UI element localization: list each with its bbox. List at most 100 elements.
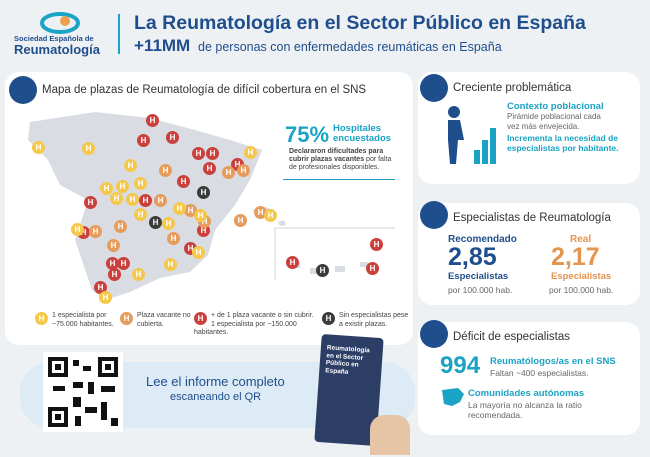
stat-label: Hospitales encuestados [333, 123, 392, 144]
hospital-marker: H [117, 257, 130, 270]
real-unit: Especialistas [551, 271, 612, 282]
hospital-marker: H [82, 142, 95, 155]
logo-text: Reumatología [14, 42, 100, 57]
subtitle: de personas con enfermedades reumáticas … [198, 40, 502, 54]
real-label: Real [570, 234, 592, 245]
recommended-unit: Especialistas [448, 271, 509, 282]
hospital-marker: H [166, 131, 179, 144]
hospital-marker: H [89, 225, 102, 238]
hospital-marker: H [197, 186, 210, 199]
hospital-marker: H [137, 134, 150, 147]
hospital-marker: H [114, 220, 127, 233]
hospital-marker: H [132, 268, 145, 281]
hospital-marker: H [203, 162, 216, 175]
hospital-marker: H [370, 238, 383, 251]
legend-text: Sin especialistas pese a existir plazas. [339, 312, 409, 328]
hospital-marker: H [149, 216, 162, 229]
hospital-marker: H [192, 147, 205, 160]
icon [9, 76, 37, 104]
hospital-marker: H [108, 268, 121, 281]
legend-text: 1 especialista por ~75.000 habitantes. [52, 312, 114, 328]
stat-box: 75% Hospitales encuestados Declararon di… [283, 118, 395, 180]
hospital-marker: H [100, 182, 113, 195]
hospital-marker: H [159, 164, 172, 177]
hospital-marker: H [244, 146, 257, 159]
hospital-marker: H [124, 159, 137, 172]
hospital-marker: H [94, 281, 107, 294]
hospital-marker: H [116, 180, 129, 193]
hospital-marker: H [107, 239, 120, 252]
hospital-marker: H [126, 193, 139, 206]
stat-text-bold: Declararon dificultades para cubrir plaz… [289, 148, 384, 163]
booklet-title: Reumatología en el Sector Público en Esp… [325, 344, 371, 376]
hospital-marker: H [32, 141, 45, 154]
hospital-marker: H [167, 232, 180, 245]
hospital-marker: H [173, 202, 186, 215]
hospital-marker: H [134, 208, 147, 221]
hospital-marker: H [154, 194, 167, 207]
legend-item: H 1 especialista por ~75.000 habitantes. [35, 312, 120, 329]
title: La Reumatología en el Sector Público en … [134, 12, 586, 34]
hospital-marker: H [177, 175, 190, 188]
legend-marker: H [194, 312, 207, 325]
legend-item: H Plaza vacante no cubierta. [120, 312, 195, 329]
real-per: por 100.000 hab. [549, 285, 614, 295]
qr-text: escaneando el QR [170, 391, 262, 403]
card-title: Déficit de especialistas [453, 331, 570, 343]
hospital-marker: H [106, 257, 119, 270]
hospital-marker: H [164, 258, 177, 271]
card-title: Creciente problemática [453, 82, 572, 94]
card-title: Especialistas de Reumatología [453, 212, 611, 224]
deficit-label: Reumatólogos/as en el SNS [490, 356, 616, 367]
hospital-marker: H [110, 192, 123, 205]
problem-emphasis: Incrementa la necesidad de especialistas… [507, 133, 619, 153]
hospital-marker: H [134, 177, 147, 190]
icon [420, 201, 448, 229]
hospital-marker: H [286, 256, 299, 269]
legend-item: H Sin especialistas pese a existir plazas… [322, 312, 410, 329]
hospital-marker: H [99, 291, 112, 304]
legend-item: H + de 1 plaza vacante o sin cubrir. 1 es… [194, 312, 319, 338]
hospital-marker: H [139, 194, 152, 207]
hospital-marker: H [366, 262, 379, 275]
deficit-value: 994 [440, 352, 481, 379]
problem-text: Pirámide poblacional cada vez más enveje… [507, 112, 601, 131]
stat-text: por falta de profesionales disponibles. [289, 156, 392, 171]
hospital-marker: H [264, 209, 277, 222]
recommended-label: Recomendado [448, 234, 517, 245]
hospital-marker: H [234, 214, 247, 227]
legend-marker: H [322, 312, 335, 325]
logo-mark [40, 12, 80, 34]
hospital-marker: H [222, 166, 235, 179]
icon [420, 320, 448, 348]
recommended-value: 2,85 [448, 243, 497, 271]
hospital-marker: H [237, 164, 250, 177]
spain-icon [442, 388, 464, 406]
hospital-marker: H [71, 223, 84, 236]
map-title: Mapa de plazas de Reumatología de difíci… [42, 84, 367, 96]
recommended-per: por 100.000 hab. [448, 285, 513, 295]
hospital-marker: H [146, 114, 159, 127]
legend-marker: H [120, 312, 133, 325]
aging-illustration [448, 106, 496, 164]
hospital-marker: H [206, 147, 219, 160]
icon [420, 74, 448, 102]
deficit-missing: Faltan ~400 especialistas. [490, 368, 589, 378]
legend-text: Plaza vacante no cubierta. [137, 312, 191, 328]
highlight: +11MM [134, 36, 191, 55]
specialists-card [418, 203, 640, 305]
hand [370, 415, 410, 455]
hospital-marker: H [184, 204, 197, 217]
qr-code [43, 352, 123, 432]
deficit-card [418, 322, 640, 435]
logo-text: Sociedad Española de [14, 34, 94, 43]
stat-value: 75% [285, 122, 330, 147]
hospital-marker: H [254, 206, 267, 219]
hospital-marker: H [84, 196, 97, 209]
regions-title: Comunidades autónomas [468, 388, 585, 399]
legend-marker: H [35, 312, 48, 325]
hospital-marker: H [316, 264, 329, 277]
legend-text: + de 1 plaza vacante o sin cubrir. 1 esp… [194, 312, 314, 336]
hospital-marker: H [162, 217, 175, 230]
